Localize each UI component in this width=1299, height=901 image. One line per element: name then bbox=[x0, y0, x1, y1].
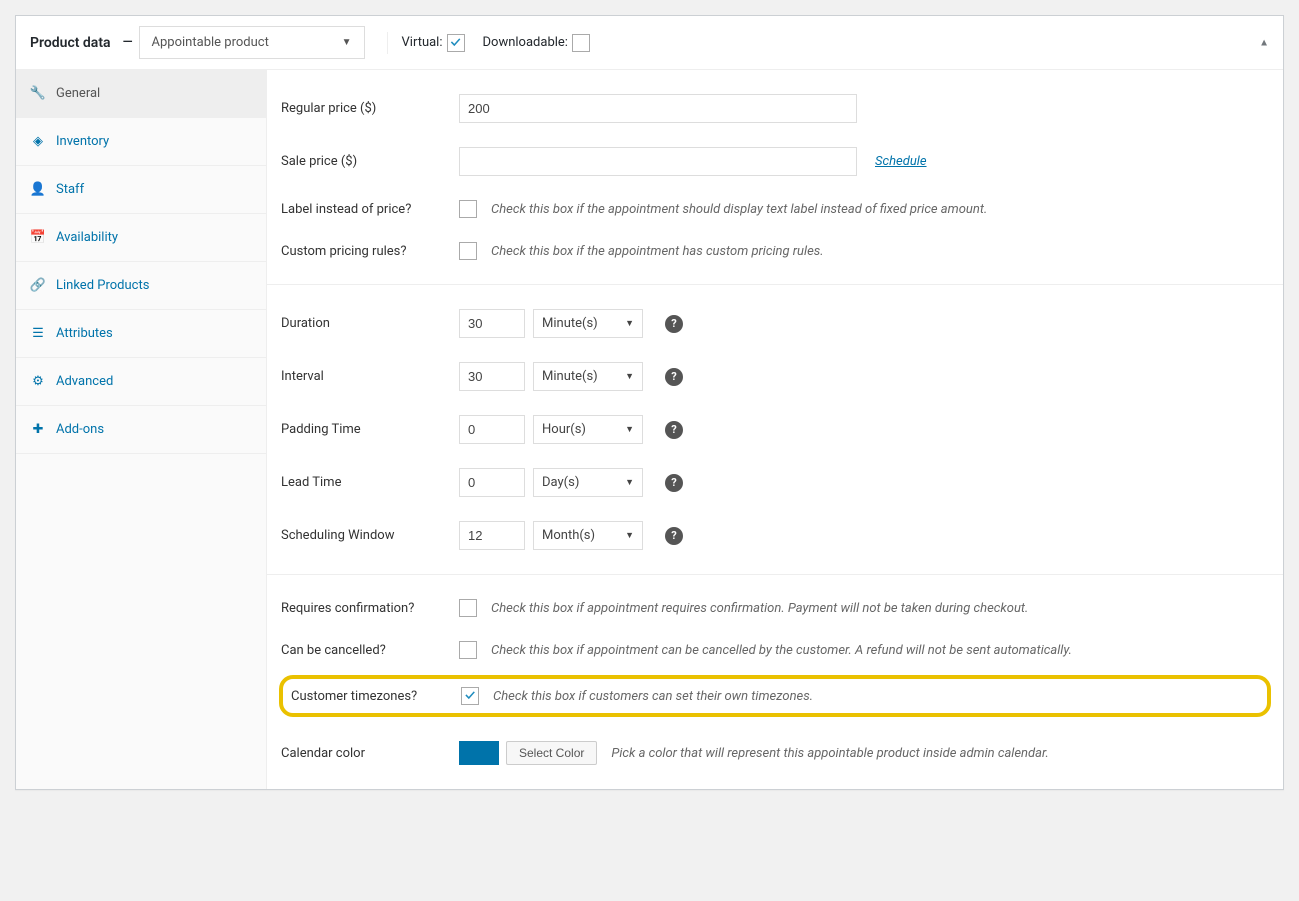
sale-price-input[interactable] bbox=[459, 147, 857, 176]
help-icon[interactable]: ? bbox=[665, 421, 683, 439]
confirm-desc: Check this box if appointment requires c… bbox=[491, 601, 1028, 616]
link-icon: 🔗 bbox=[30, 278, 46, 293]
interval-input[interactable] bbox=[459, 362, 525, 391]
panel-title: Product data bbox=[30, 35, 111, 51]
lead-label: Lead Time bbox=[281, 475, 459, 490]
confirm-label: Requires confirmation? bbox=[281, 601, 459, 616]
header-separator bbox=[387, 32, 388, 54]
cancel-desc: Check this box if appointment can be can… bbox=[491, 643, 1072, 658]
sale-price-label: Sale price ($) bbox=[281, 154, 459, 169]
virtual-label: Virtual: bbox=[402, 35, 443, 50]
duration-input[interactable] bbox=[459, 309, 525, 338]
title-dash: — bbox=[123, 35, 133, 50]
options-section: Requires confirmation? Check this box if… bbox=[267, 575, 1283, 789]
custom-rules-checkbox[interactable] bbox=[459, 242, 477, 260]
tab-attributes[interactable]: ☰ Attributes bbox=[16, 310, 266, 358]
cancel-checkbox[interactable] bbox=[459, 641, 477, 659]
tz-label: Customer timezones? bbox=[291, 689, 461, 704]
tab-general[interactable]: 🔧 General bbox=[16, 70, 266, 118]
tab-label: Inventory bbox=[56, 134, 109, 149]
chevron-down-icon: ▼ bbox=[625, 424, 634, 435]
tab-label: Advanced bbox=[56, 374, 113, 389]
cancel-label: Can be cancelled? bbox=[281, 643, 459, 658]
chevron-down-icon: ▼ bbox=[625, 371, 634, 382]
tab-label: Attributes bbox=[56, 326, 113, 341]
tab-label: General bbox=[56, 86, 100, 101]
label-instead-desc: Check this box if the appointment should… bbox=[491, 202, 987, 217]
wrench-icon: 🔧 bbox=[30, 86, 46, 101]
help-icon[interactable]: ? bbox=[665, 527, 683, 545]
duration-label: Duration bbox=[281, 316, 459, 331]
window-input[interactable] bbox=[459, 521, 525, 550]
schedule-link[interactable]: Schedule bbox=[875, 154, 927, 169]
tz-desc: Check this box if customers can set thei… bbox=[493, 689, 813, 704]
window-unit-select[interactable]: Month(s)▼ bbox=[533, 521, 643, 550]
downloadable-checkbox[interactable] bbox=[572, 34, 590, 52]
label-instead-checkbox[interactable] bbox=[459, 200, 477, 218]
tab-addons[interactable]: ✚ Add-ons bbox=[16, 406, 266, 454]
chevron-down-icon: ▼ bbox=[625, 530, 634, 541]
product-data-panel: Product data — Appointable product ▼ Vir… bbox=[15, 15, 1284, 790]
chevron-down-icon: ▼ bbox=[342, 37, 352, 48]
tab-label: Linked Products bbox=[56, 278, 149, 293]
product-type-select[interactable]: Appointable product ▼ bbox=[139, 26, 365, 59]
help-icon[interactable]: ? bbox=[665, 315, 683, 333]
tab-staff[interactable]: 👤 Staff bbox=[16, 166, 266, 214]
chevron-down-icon: ▼ bbox=[625, 477, 634, 488]
tag-icon: ◈ bbox=[30, 134, 46, 149]
padding-label: Padding Time bbox=[281, 422, 459, 437]
downloadable-label: Downloadable: bbox=[483, 35, 568, 50]
tz-checkbox[interactable] bbox=[461, 687, 479, 705]
confirm-checkbox[interactable] bbox=[459, 599, 477, 617]
window-label: Scheduling Window bbox=[281, 528, 459, 543]
calendar-icon: 📅 bbox=[30, 230, 46, 245]
custom-rules-label: Custom pricing rules? bbox=[281, 244, 459, 259]
virtual-checkbox[interactable] bbox=[447, 34, 465, 52]
panel-header: Product data — Appointable product ▼ Vir… bbox=[16, 16, 1283, 70]
color-label: Calendar color bbox=[281, 746, 459, 761]
list-icon: ☰ bbox=[30, 326, 46, 341]
product-type-value: Appointable product bbox=[152, 35, 269, 50]
color-swatch bbox=[459, 741, 499, 765]
label-instead-label: Label instead of price? bbox=[281, 202, 459, 217]
tab-inventory[interactable]: ◈ Inventory bbox=[16, 118, 266, 166]
interval-unit-select[interactable]: Minute(s)▼ bbox=[533, 362, 643, 391]
padding-input[interactable] bbox=[459, 415, 525, 444]
tab-advanced[interactable]: ⚙ Advanced bbox=[16, 358, 266, 406]
pricing-section: Regular price ($) Sale price ($) Schedul… bbox=[267, 70, 1283, 285]
timezone-highlight: Customer timezones? Check this box if cu… bbox=[279, 675, 1271, 717]
duration-unit-select[interactable]: Minute(s)▼ bbox=[533, 309, 643, 338]
user-icon: 👤 bbox=[30, 182, 46, 197]
plus-icon: ✚ bbox=[30, 422, 46, 437]
color-desc: Pick a color that will represent this ap… bbox=[611, 746, 1048, 761]
collapse-toggle-icon[interactable]: ▲ bbox=[1259, 37, 1269, 48]
interval-label: Interval bbox=[281, 369, 459, 384]
help-icon[interactable]: ? bbox=[665, 474, 683, 492]
lead-unit-select[interactable]: Day(s)▼ bbox=[533, 468, 643, 497]
timing-section: Duration Minute(s)▼ ? Interval Minute(s)… bbox=[267, 285, 1283, 575]
padding-unit-select[interactable]: Hour(s)▼ bbox=[533, 415, 643, 444]
product-tabs: 🔧 General ◈ Inventory 👤 Staff 📅 Availabi… bbox=[16, 70, 267, 789]
gear-icon: ⚙ bbox=[30, 374, 46, 389]
lead-input[interactable] bbox=[459, 468, 525, 497]
tab-label: Staff bbox=[56, 182, 84, 197]
regular-price-input[interactable] bbox=[459, 94, 857, 123]
tab-availability[interactable]: 📅 Availability bbox=[16, 214, 266, 262]
custom-rules-desc: Check this box if the appointment has cu… bbox=[491, 244, 824, 259]
select-color-button[interactable]: Select Color bbox=[506, 741, 597, 765]
regular-price-label: Regular price ($) bbox=[281, 101, 459, 116]
help-icon[interactable]: ? bbox=[665, 368, 683, 386]
tab-label: Add-ons bbox=[56, 422, 104, 437]
tab-label: Availability bbox=[56, 230, 118, 245]
general-tab-content: Regular price ($) Sale price ($) Schedul… bbox=[267, 70, 1283, 789]
chevron-down-icon: ▼ bbox=[625, 318, 634, 329]
tab-linked-products[interactable]: 🔗 Linked Products bbox=[16, 262, 266, 310]
